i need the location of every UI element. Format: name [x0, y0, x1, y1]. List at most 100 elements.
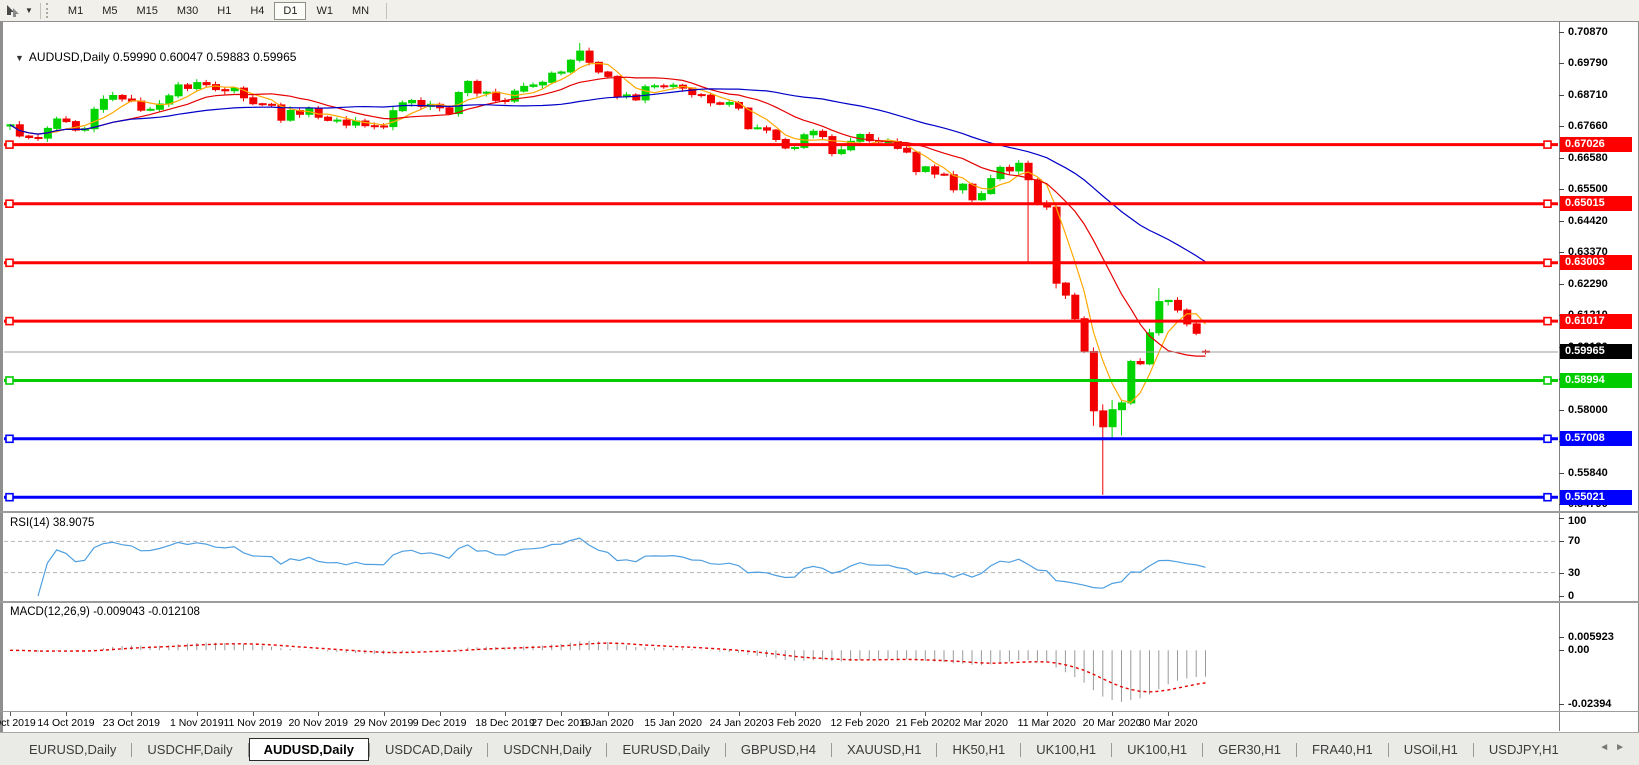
tab-separator — [368, 742, 370, 757]
chart-tab-usoil-h1[interactable]: USOil,H1 — [1403, 742, 1458, 757]
time-axis-tick — [981, 712, 983, 716]
time-axis-label: 4 Oct 2019 — [0, 717, 36, 729]
chart-tab-fra40-h1[interactable]: FRA40,H1 — [1312, 742, 1373, 757]
time-axis-tick — [925, 712, 927, 716]
price-axis-tick — [1559, 63, 1564, 65]
timeframe-button-w1[interactable]: W1 — [316, 4, 333, 17]
timeframe-button-d1[interactable]: D1 — [274, 1, 307, 20]
chart-type-dropdown-icon[interactable]: ▼ — [25, 6, 33, 15]
price-axis-tick — [1559, 283, 1564, 285]
tab-separator — [936, 742, 938, 757]
price-axis-tick — [1559, 157, 1564, 159]
time-axis-label: 2 Mar 2020 — [954, 717, 1008, 729]
chart-type-icon[interactable] — [5, 4, 21, 18]
chart-tab-eurusd-daily[interactable]: EURUSD,Daily — [622, 742, 710, 757]
timeframe-toolbar: ▼ M1 M5 M15 M30 H1 H4 D1 W1 MN — [0, 0, 1639, 22]
time-axis-tick — [607, 712, 609, 716]
rsi-axis-label: 30 — [1568, 566, 1581, 579]
macd-label: MACD(12,26,9) -0.009043 -0.012108 — [10, 606, 200, 618]
chart-tab-usdcnh-daily[interactable]: USDCNH,Daily — [503, 742, 592, 757]
timeframe-button-h4[interactable]: H4 — [250, 4, 265, 17]
time-axis-label: 3 Feb 2020 — [767, 717, 822, 729]
time-axis-tick — [66, 712, 68, 716]
rsi-canvas[interactable] — [4, 514, 1558, 600]
price-level-chip: 0.67026 — [1560, 137, 1632, 153]
time-axis-tick — [561, 712, 563, 716]
time-axis-label: 23 Oct 2019 — [102, 717, 161, 729]
price-axis-tick — [1559, 221, 1564, 223]
tab-separator — [131, 742, 133, 757]
toolbar-separator — [39, 2, 41, 19]
rsi-axis-label: 70 — [1568, 535, 1581, 548]
chart-tab-gbpusd-h4[interactable]: GBPUSD,H4 — [740, 742, 817, 757]
time-axis-label: 29 Nov 2019 — [353, 717, 414, 729]
chart-tab-uk100-h1[interactable]: UK100,H1 — [1036, 742, 1097, 757]
chart-info-text: AUDUSD,Daily 0.59990 0.60047 0.59883 0.5… — [28, 50, 297, 64]
tabs-scroll-right-icon[interactable]: ► — [1615, 742, 1631, 753]
tab-separator — [1111, 742, 1113, 757]
rsi-axis-tick — [1559, 518, 1564, 519]
price-axis-label: 0.62290 — [1568, 277, 1608, 290]
price-axis-tick — [1559, 251, 1564, 253]
tab-separator — [606, 742, 608, 757]
time-axis-tick — [673, 712, 675, 716]
chart-tabs-bar: EURUSD,Daily USDCHF,Daily AUDUSD,Daily USDC… — [0, 732, 1639, 765]
time-axis-tick — [794, 712, 796, 716]
time-axis-label: 9 Dec 2019 — [412, 717, 467, 729]
chart-tab-audusd-daily[interactable]: AUDUSD,Daily — [248, 738, 369, 761]
time-axis-tick — [318, 712, 320, 716]
price-level-chip: 0.63003 — [1560, 255, 1632, 271]
symbol-caret-icon[interactable]: ▼ — [15, 53, 24, 63]
tab-separator — [1202, 742, 1204, 757]
time-axis-label: 11 Nov 2019 — [223, 717, 283, 729]
chart-tab-eurusd-daily[interactable]: EURUSD,Daily — [29, 742, 117, 757]
chart-tab-xauusd-h1[interactable]: XAUUSD,H1 — [847, 742, 922, 757]
macd-axis-label: 0.00 — [1568, 644, 1590, 657]
tabs-scroll-left-icon[interactable]: ◄ — [1599, 742, 1616, 753]
rsi-label: RSI(14) 38.9075 — [10, 517, 95, 529]
timeframe-button-m30[interactable]: M30 — [176, 4, 199, 17]
price-axis-tick — [1559, 409, 1564, 411]
price-axis-tick — [1559, 189, 1564, 191]
timeframe-button-h1[interactable]: H1 — [217, 4, 232, 17]
price-axis-label: 0.67660 — [1568, 120, 1608, 133]
main-chart-canvas[interactable] — [4, 25, 1558, 511]
price-axis-tick — [1559, 31, 1564, 33]
timeframe-button-m5[interactable]: M5 — [102, 4, 118, 17]
tab-separator — [831, 742, 833, 757]
timeframe-button-m15[interactable]: M15 — [136, 4, 158, 17]
timeframe-button-m1[interactable]: M1 — [67, 4, 84, 17]
chart-tab-usdjpy-h1[interactable]: USDJPY,H1 — [1488, 742, 1559, 757]
price-axis-tick — [1559, 126, 1564, 128]
rsi-axis-label: 0 — [1568, 590, 1575, 602]
chart-tab-usdcad-daily[interactable]: USDCAD,Daily — [384, 742, 473, 757]
time-axis-tick — [1112, 712, 1114, 716]
panel-splitter-2[interactable] — [0, 601, 1639, 603]
time-axis-tick — [738, 712, 740, 716]
macd-canvas[interactable] — [4, 603, 1558, 710]
time-axis-label: 1 Nov 2019 — [169, 717, 224, 729]
time-axis-label: 15 Jan 2020 — [644, 717, 703, 729]
time-axis-label: 11 Mar 2020 — [1017, 717, 1076, 729]
time-axis-label: 30 Mar 2020 — [1138, 717, 1198, 729]
timeframe-button-mn[interactable]: MN — [351, 4, 370, 17]
tab-separator — [1472, 742, 1474, 757]
chart-tab-ger30-h1[interactable]: GER30,H1 — [1218, 742, 1282, 757]
price-level-chip: 0.57008 — [1560, 431, 1632, 447]
price-axis-label: 0.70870 — [1568, 25, 1608, 38]
chart-tabs: EURUSD,Daily USDCHF,Daily AUDUSD,Daily USDC… — [14, 738, 1574, 761]
tab-separator — [1387, 742, 1389, 757]
time-axis-tick — [859, 712, 861, 716]
ohlc-info-line[interactable]: ▼ AUDUSD,Daily 0.59990 0.60047 0.59883 0.… — [11, 50, 296, 64]
time-axis-tick — [252, 712, 254, 716]
panel-splitter-1[interactable] — [0, 511, 1639, 513]
chart-tab-hk50-h1[interactable]: HK50,H1 — [952, 742, 1006, 757]
macd-axis-tick — [1559, 650, 1564, 652]
price-axis-separator — [1559, 21, 1560, 731]
toolbar-grip[interactable] — [45, 3, 51, 18]
chart-tab-uk100-h1[interactable]: UK100,H1 — [1127, 742, 1188, 757]
macd-axis-label: 0.005923 — [1568, 630, 1614, 643]
chart-tab-usdchf-daily[interactable]: USDCHF,Daily — [147, 742, 233, 757]
tab-separator — [724, 742, 726, 757]
